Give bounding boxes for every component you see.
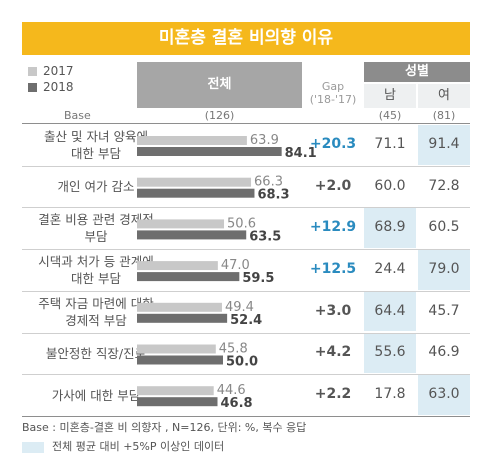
female-highlight-cell [418,375,470,415]
bar-label-2017: 50.6 [227,216,256,231]
gap-value: +4.2 [314,344,352,361]
female-value: 72.8 [428,177,460,194]
table-top-rule [22,123,470,124]
row-label-line: 가사에 대한 부담 [51,387,141,403]
row-label-line: 대한 부담 [71,145,121,161]
row-label: 주택 자금 마련에 대한 경제적 부담 [22,295,170,329]
gap-value: +12.9 [309,219,357,236]
male-highlight-cell [364,291,416,332]
male-value: 24.4 [374,260,406,277]
highlight-swatch [22,441,44,453]
base-label: Base [64,109,91,122]
bar-label-2018: 52.4 [230,313,262,328]
male-value: 64.4 [374,302,406,319]
header-total: 전체 [137,62,302,108]
row-label: 결혼 비용 관련 경제적 부담 [22,211,170,245]
row-divider [22,332,470,334]
row-label: 개인 여가 감소 [22,178,170,195]
base-male: (45) [378,109,402,122]
row-label: 가사에 대한 부담 [22,387,170,404]
bar-label-2017: 66.3 [254,175,283,190]
footer-highlight-note: 전체 평균 대비 +5%P 이상인 데이터 [22,438,224,454]
legend-label-2017: 2017 [43,64,74,78]
row-divider [22,249,470,251]
female-value: 46.9 [428,344,460,361]
row-label-line: 주택 자금 마련에 대한 [38,295,154,311]
legend-label-2018: 2018 [43,80,74,94]
gap-value: +20.3 [309,135,357,152]
base-total: (126) [204,109,235,122]
row-label-line: 대한 부담 [71,270,121,286]
male-value: 55.6 [374,344,406,361]
female-highlight-cell [418,250,470,290]
female-value: 91.4 [428,135,460,152]
header-male: 남 [364,84,416,108]
header-gap-line1: Gap [321,80,345,93]
female-highlight-cell [418,125,470,165]
bar-label-2018: 50.0 [226,355,258,370]
bar-label-2018: 63.5 [249,229,281,244]
male-highlight-cell [364,333,416,374]
row-label: 출산 및 자녀 양육에 대한 부담 [22,128,170,162]
row-divider [22,207,470,209]
bar-label-2018: 68.3 [257,188,289,203]
gap-value: +12.5 [309,260,357,277]
header-female: 여 [418,84,470,108]
header-gender: 성별 [364,62,470,82]
row-label-line: 시댁과 처가 등 관계에 [38,253,154,269]
gap-value: +2.2 [314,386,352,403]
bar-label-2017: 44.6 [217,383,246,398]
row-label: 불안정한 직장/진로 [22,345,170,362]
male-value: 71.1 [374,135,406,152]
row-divider [22,374,470,376]
legend-swatch-2018 [28,83,37,92]
row-divider [22,290,470,292]
footer-base-note: Base : 미혼층-결혼 비 의향자 , N=126, 단위: %, 복수 응… [22,421,307,434]
row-label-line: 결혼 비용 관련 경제적 [38,212,154,228]
female-value: 63.0 [428,386,460,403]
row-label-line: 출산 및 자녀 양육에 [44,128,148,144]
gap-value: +3.0 [314,302,352,319]
footer-highlight-text: 전체 평균 대비 +5%P 이상인 데이터 [52,440,225,453]
bar-label-2018: 46.8 [220,396,252,411]
gap-value: +2.0 [314,177,352,194]
male-value: 17.8 [374,386,406,403]
row-label-line: 부담 [84,229,108,245]
base-female: (81) [432,109,456,122]
male-value: 68.9 [374,219,406,236]
bar-label-2018: 59.5 [242,271,274,286]
header-gap-line2: ('18-'17) [309,93,357,106]
legend-2018: 2018 [28,80,74,94]
bar-label-2017: 45.8 [219,342,248,357]
female-value: 45.7 [428,302,460,319]
table-bottom-rule [22,415,470,417]
bar-label-2017: 47.0 [221,258,250,273]
chart-title: 미혼층 결혼 비의향 이유 [22,22,470,55]
row-label-line: 불안정한 직장/진로 [45,345,147,361]
bar-label-2017: 63.9 [250,133,279,148]
male-highlight-cell [364,208,416,249]
legend-swatch-2017 [28,67,37,76]
bar-label-2017: 49.4 [225,300,254,315]
legend-2017: 2017 [28,64,74,78]
female-value: 79.0 [428,260,460,277]
row-label-line: 개인 여가 감소 [57,179,135,195]
female-value: 60.5 [428,219,460,236]
male-value: 60.0 [374,177,406,194]
row-divider [22,165,470,167]
row-label: 시댁과 처가 등 관계에 대한 부담 [22,253,170,287]
header-gap: Gap ('18-'17) [304,80,362,106]
row-label-line: 경제적 부담 [65,312,127,328]
